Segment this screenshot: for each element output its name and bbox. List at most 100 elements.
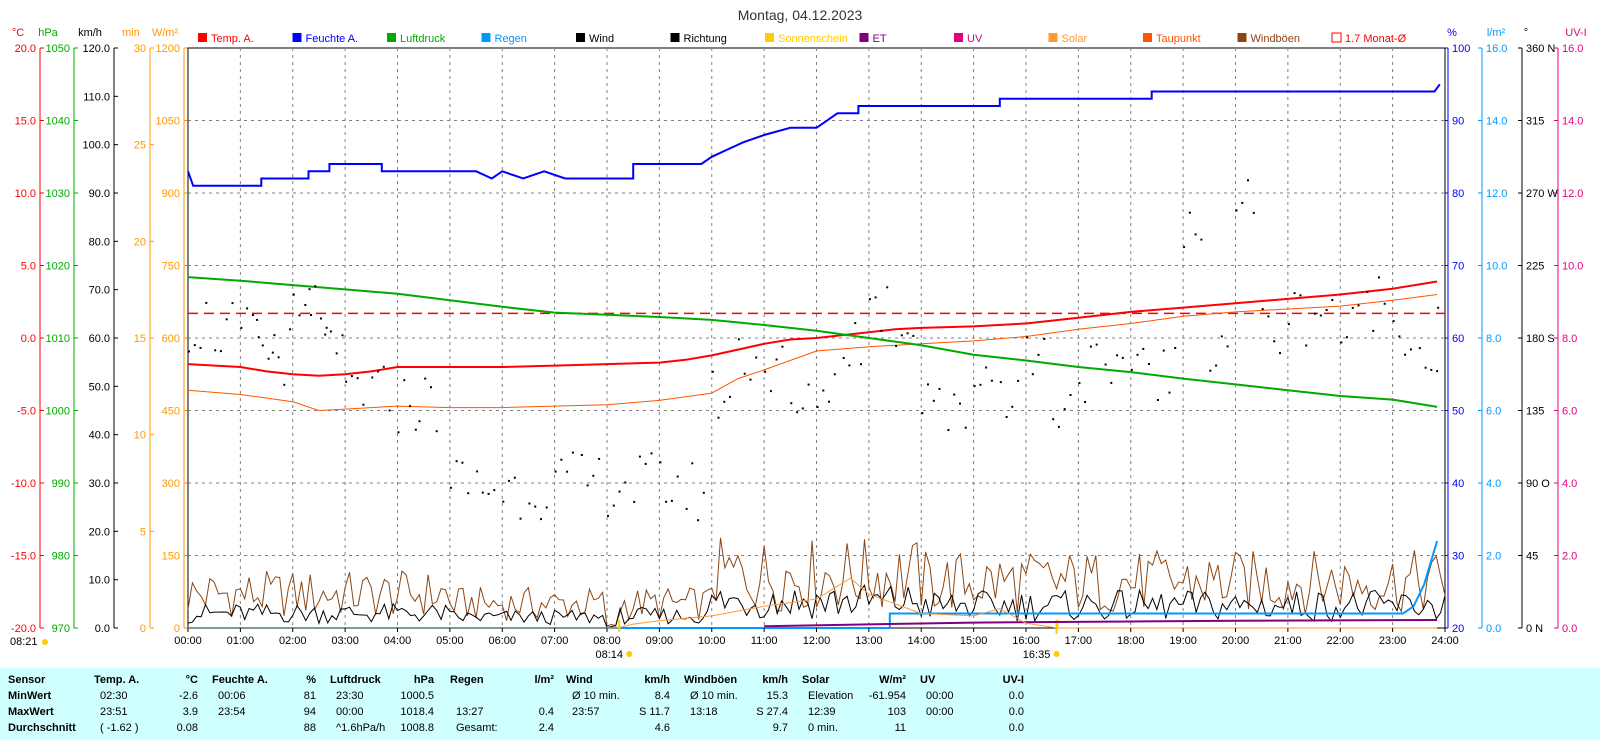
- axis-unit-rain: l/m²: [1487, 27, 1506, 39]
- stats-cell-value: 103: [887, 706, 906, 718]
- stats-header-7: Solar: [802, 674, 830, 686]
- direction-dot: [193, 344, 196, 347]
- axis-tick-label-solar: 150: [162, 551, 180, 563]
- direction-dot: [487, 492, 490, 495]
- axis-tick-label-rain: 8.0: [1486, 333, 1501, 345]
- stats-cell-value: -61.954: [868, 690, 906, 702]
- temp-line: [187, 280, 1438, 377]
- axis-tick-label-sun: 0: [140, 623, 146, 635]
- legend-swatch-4: [576, 33, 585, 42]
- direction-dot: [1174, 347, 1177, 349]
- hum-line: [187, 83, 1441, 187]
- direction-dot: [356, 377, 359, 380]
- sun-duration-label: 08:21: [10, 636, 38, 648]
- direction-dot: [345, 380, 348, 383]
- axis-tick-label-solar: 1050: [156, 116, 180, 128]
- direction-dot: [592, 474, 595, 477]
- direction-dot: [534, 505, 537, 508]
- direction-dot: [219, 350, 222, 353]
- axis-tick-label-dir: 360 N: [1526, 43, 1555, 55]
- direction-dot: [737, 338, 740, 341]
- axis-tick-label-solar: 900: [162, 188, 180, 200]
- stats-cell-time: 0 min.: [808, 722, 838, 734]
- stats-cell-time: 13:18: [690, 706, 718, 718]
- direction-dot: [1116, 354, 1119, 357]
- direction-dot: [325, 326, 328, 329]
- direction-dot: [711, 370, 714, 373]
- stats-header-1: Temp. A.: [94, 674, 140, 686]
- direction-dot: [560, 458, 563, 461]
- direction-dot: [461, 461, 464, 464]
- legend-swatch-9: [1048, 33, 1058, 42]
- direction-dot: [921, 412, 924, 415]
- stats-cell-value: 94: [303, 706, 316, 718]
- direction-dot: [430, 386, 432, 389]
- stats-cell-value: 11: [894, 722, 906, 734]
- direction-dot: [1043, 338, 1046, 340]
- direction-dot: [1252, 211, 1255, 214]
- direction-dot: [702, 491, 705, 494]
- direction-dot: [271, 351, 274, 354]
- x-tick-label: 02:00: [279, 635, 307, 647]
- stats-cell-time: Ø 10 min.: [572, 690, 620, 702]
- legend-swatch-5: [670, 33, 680, 42]
- axis-unit-solar: W/m²: [152, 27, 179, 39]
- x-tick-label: 01:00: [227, 635, 255, 647]
- axis-tick-label-wind: 80.0: [89, 236, 110, 248]
- stats-header-4: Regen: [450, 674, 484, 686]
- stats-cell-time: ( -1.62 ): [100, 722, 139, 734]
- axis-tick-label-sun: 30: [134, 43, 146, 55]
- stats-cell-value: 0.08: [176, 722, 198, 734]
- direction-dot: [644, 462, 647, 465]
- stats-cell-value: 88: [303, 722, 316, 734]
- direction-dot: [403, 379, 406, 382]
- direction-dot: [964, 426, 967, 429]
- stats-row-label: MaxWert: [8, 706, 54, 718]
- direction-dot: [973, 385, 976, 388]
- direction-dot: [1418, 347, 1421, 350]
- direction-dot: [283, 383, 286, 386]
- direction-dot: [947, 429, 950, 431]
- legend-label-10: Taupunkt: [1156, 33, 1201, 45]
- x-tick-label: 20:00: [1222, 635, 1250, 647]
- direction-dot: [341, 334, 344, 337]
- direction-dot: [775, 358, 778, 361]
- direction-dot: [1437, 306, 1440, 309]
- x-tick-label: 23:00: [1379, 635, 1407, 647]
- stats-header-3: Luftdruck: [330, 674, 381, 686]
- legend-label-1: Feuchte A.: [306, 33, 359, 45]
- direction-dot: [1148, 363, 1150, 365]
- axis-tick-label-temp: -5.0: [17, 406, 36, 418]
- axis-tick-label-temp: 15.0: [15, 116, 36, 128]
- stats-cell-value: 0.0: [1008, 722, 1024, 734]
- direction-dot: [377, 370, 380, 373]
- direction-dot: [1194, 233, 1197, 236]
- stats-unit-6: km/h: [762, 674, 788, 686]
- axis-tick-label-uv: 12.0: [1562, 188, 1583, 200]
- direction-dot: [1299, 294, 1302, 297]
- legend-swatch-6: [765, 33, 774, 42]
- direction-dot: [1241, 201, 1244, 204]
- axis-tick-label-rain: 14.0: [1486, 116, 1507, 128]
- x-tick-label: 10:00: [698, 635, 726, 647]
- legend-label-9: Solar: [1062, 33, 1088, 45]
- legend-label-7: ET: [873, 33, 887, 45]
- axis-unit-press: hPa: [38, 27, 58, 39]
- stats-header-6: Windböen: [684, 674, 738, 686]
- direction-dot: [397, 431, 400, 434]
- direction-dot: [895, 345, 898, 347]
- direction-dot: [607, 514, 609, 517]
- stats-table: Sensor Temp. A. °C Feuchte A.% Luftdruck hPa R…: [0, 668, 1600, 740]
- dew-line: [187, 294, 1438, 412]
- axis-tick-label-dir: 0 N: [1526, 623, 1543, 635]
- legend-swatch-10: [1143, 33, 1152, 42]
- legend-label-2: Luftdruck: [400, 33, 446, 45]
- axis-tick-label-wind: 70.0: [89, 285, 110, 297]
- direction-dot: [749, 378, 752, 381]
- axis-tick-label-uv: 6.0: [1562, 406, 1577, 418]
- axis-unit-wind: km/h: [78, 27, 102, 39]
- x-tick-label: 11:00: [751, 635, 778, 647]
- axis-tick-label-hum: 90: [1452, 116, 1464, 128]
- x-tick-label: 12:00: [803, 635, 831, 647]
- stats-cell-time: 13:27: [456, 706, 484, 718]
